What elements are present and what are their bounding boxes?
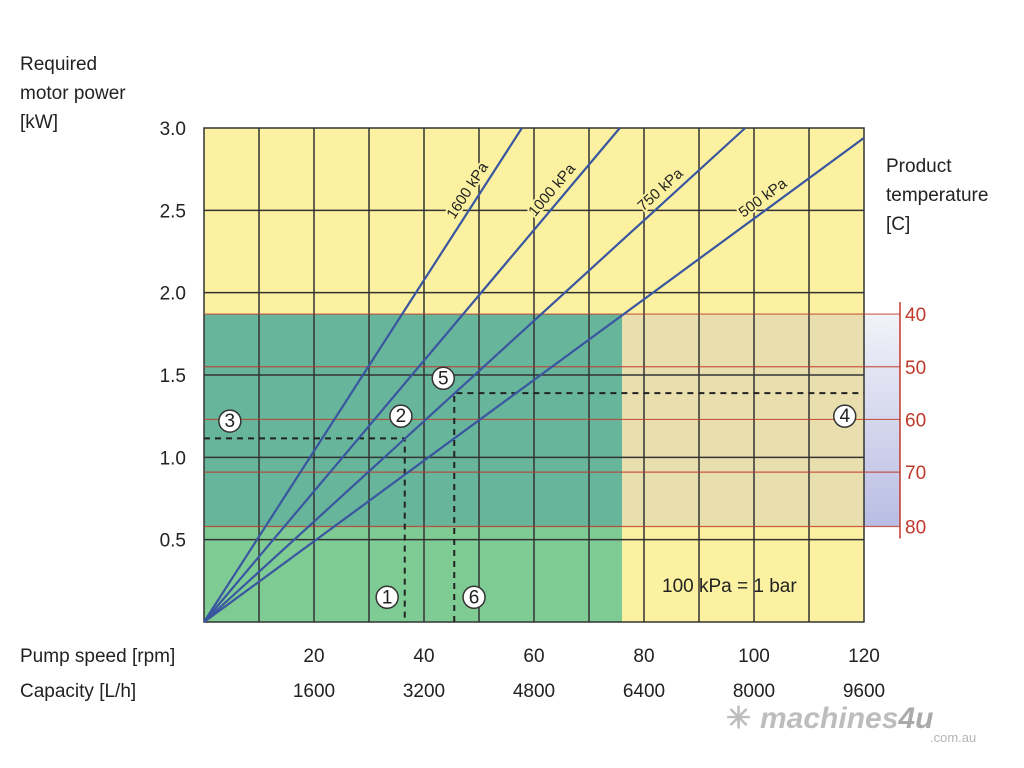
- y-axis-label-3: [kW]: [20, 112, 58, 133]
- capacity-label: Capacity [L/h]: [20, 681, 136, 702]
- marker-circle: [389, 404, 413, 428]
- temperature-tick-label: 60: [905, 410, 926, 431]
- temperature-tick-label: 70: [905, 463, 926, 484]
- pressure-line: [203, 127, 746, 623]
- x-tick-label: 120: [848, 646, 880, 667]
- capacity-tick-label: 1600: [293, 681, 335, 702]
- x-tick-label: 20: [303, 646, 324, 667]
- marker-label: 4: [839, 406, 850, 427]
- capacity-tick-label: 4800: [513, 681, 555, 702]
- temperature-tick-label: 40: [905, 305, 926, 326]
- x-tick-label: 100: [738, 646, 770, 667]
- y-axis-label-1: Required: [20, 54, 97, 75]
- temperature-tick-label: 50: [905, 358, 926, 379]
- y-tick-label: 1.0: [160, 448, 186, 469]
- right-label-2: temperature: [886, 185, 988, 206]
- temperature-band-scale: [864, 314, 900, 527]
- svg-text:✳: ✳: [726, 702, 751, 735]
- marker-circle: [833, 404, 857, 428]
- right-label-1: Product: [886, 156, 952, 177]
- right-label-3: [C]: [886, 214, 910, 235]
- temperature-band-beige: [622, 314, 864, 527]
- pressure-line: [203, 127, 523, 623]
- marker-circle: [375, 585, 399, 610]
- capacity-tick-label: 6400: [623, 681, 665, 702]
- capacity-tick-label: 9600: [843, 681, 885, 702]
- y-tick-label: 0.5: [160, 531, 186, 552]
- marker-label: 1: [382, 587, 393, 608]
- y-axis-label-2: motor power: [20, 83, 126, 104]
- watermark-logo: ✳ machines4u .com.au: [726, 702, 976, 745]
- y-tick-label: 2.5: [160, 201, 186, 222]
- x-axis-label: Pump speed [rpm]: [20, 646, 175, 667]
- annotation: 100 kPa = 1 bar: [662, 576, 797, 597]
- marker-label: 3: [225, 411, 236, 432]
- temperature-band-green: [204, 314, 622, 527]
- x-tick-label: 60: [523, 646, 544, 667]
- plot-border: [203, 127, 865, 623]
- x-tick-label: 80: [633, 646, 654, 667]
- pressure-line: [203, 136, 865, 623]
- y-tick-label: 2.0: [160, 284, 186, 305]
- marker-label: 6: [469, 587, 480, 608]
- temperature-tick-label: 80: [905, 517, 926, 538]
- svg-text:.com.au: .com.au: [930, 730, 976, 745]
- marker-circle: [462, 585, 486, 610]
- marker-label: 5: [438, 368, 449, 389]
- marker-label: 2: [396, 406, 407, 427]
- pressure-line: [203, 127, 621, 623]
- marker-circle: [431, 366, 455, 391]
- y-tick-label: 3.0: [160, 119, 186, 140]
- y-tick-label: 1.5: [160, 366, 186, 387]
- capacity-tick-label: 3200: [403, 681, 445, 702]
- svg-text:machines4u: machines4u: [760, 702, 933, 735]
- marker-circle: [218, 409, 242, 433]
- x-tick-label: 40: [413, 646, 434, 667]
- capacity-tick-label: 8000: [733, 681, 775, 702]
